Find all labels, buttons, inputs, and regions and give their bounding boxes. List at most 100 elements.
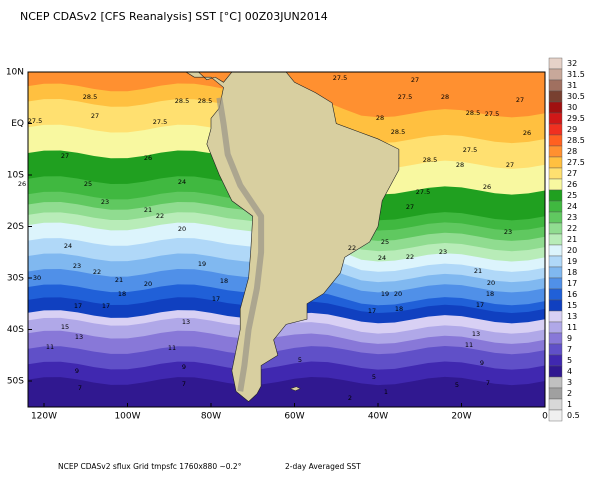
axes: 10N EQ 10S 20S 30S 40S 50S 120W 100W 80W 60W 40W 20W… — [6, 68, 548, 422]
colorbar-label: 26 — [567, 180, 577, 189]
colorbar-swatch — [548, 178, 563, 191]
contour-label: 23 — [73, 262, 81, 270]
colorbar-label: 7 — [567, 345, 572, 354]
colorbar-label: 11 — [567, 323, 577, 332]
colorbar-swatch — [548, 123, 563, 136]
map-frame — [27, 71, 546, 408]
colorbar-swatch — [548, 255, 563, 268]
colorbar-swatch — [548, 398, 563, 411]
contour-label: 25 — [381, 238, 389, 246]
colorbar-label: 16 — [567, 290, 577, 299]
colorbar-label: 18 — [567, 268, 577, 277]
contour-label: 21 — [474, 267, 482, 275]
contour-label: 18 — [486, 290, 494, 298]
contour-label: 28 — [376, 114, 384, 122]
contour-label: 28.5 — [391, 128, 405, 136]
contour-label: 27 — [91, 112, 99, 120]
colorbar-swatch — [548, 79, 563, 92]
contour-label: 22 — [93, 268, 101, 276]
contour-label: 11 — [465, 341, 473, 349]
contour-label: 13 — [182, 318, 190, 326]
colorbar-swatch — [548, 189, 563, 202]
colorbar-swatch — [548, 233, 563, 246]
colorbar-swatch — [548, 266, 563, 279]
contour-label: 27.5 — [485, 110, 499, 118]
contour-label: 9 — [75, 367, 79, 375]
colorbar-label: 23 — [567, 213, 577, 222]
contour-label: 9 — [182, 363, 186, 371]
colorbar-swatch — [548, 57, 563, 70]
colorbar-label: 21 — [567, 235, 577, 244]
contour-label: 27 — [506, 161, 514, 169]
colorbar-swatch — [548, 332, 563, 345]
colorbar-swatch — [548, 288, 563, 301]
contour-label: 9 — [480, 359, 484, 367]
contour-label: 20 — [178, 225, 186, 233]
contour-label: 23 — [439, 248, 447, 256]
lat-label: 30S — [7, 274, 24, 284]
map-title: NCEP CDASv2 [CFS Reanalysis] SST [°C] 00… — [20, 10, 328, 23]
colorbar-swatch — [548, 354, 563, 367]
andes — [216, 97, 265, 392]
colorbar-label: 32 — [567, 59, 577, 68]
contour-label: 24 — [378, 254, 386, 262]
colorbar-label: 24 — [567, 202, 577, 211]
contour-label: 27 — [406, 203, 414, 211]
contour-label: 22 — [348, 244, 356, 252]
contour-label: 2 — [348, 394, 352, 402]
colorbar-label: 27 — [567, 169, 577, 178]
colorbar-swatch — [548, 343, 563, 356]
colorbar-label: 20 — [567, 246, 577, 255]
contour-label: 28 — [441, 93, 449, 101]
colorbar-label: 29 — [567, 125, 577, 134]
contour-label: 20 — [394, 290, 402, 298]
colorbar-label: 31 — [567, 81, 577, 90]
colorbar: 3231.53130.53029.52928.52827.52726252423… — [548, 57, 585, 422]
colorbar-swatch — [548, 112, 563, 125]
contour-label: 18 — [118, 290, 126, 298]
contour-label: 20 — [144, 280, 152, 288]
contour-label: 24 — [64, 242, 72, 250]
colorbar-swatch — [548, 244, 563, 257]
lon-label: 40W — [368, 412, 388, 422]
colorbar-swatch — [548, 310, 563, 323]
colorbar-label: 25 — [567, 191, 577, 200]
colorbar-label: 9 — [567, 334, 572, 343]
falklands — [289, 386, 301, 391]
colorbar-swatch — [548, 299, 563, 312]
contour-label: 30 — [33, 274, 41, 282]
contour-label: 7 — [182, 380, 186, 388]
lon-label: 20W — [451, 412, 471, 422]
contour-label: 11 — [168, 344, 176, 352]
colorbar-swatch — [548, 200, 563, 213]
colorbar-label: 27.5 — [567, 158, 585, 167]
lon-label: 60W — [284, 412, 304, 422]
colorbar-label: 13 — [567, 312, 577, 321]
contour-label: 27.5 — [333, 74, 347, 82]
contour-label: 28 — [456, 161, 464, 169]
colorbar-label: 31.5 — [567, 70, 585, 79]
colorbar-label: 4 — [567, 367, 572, 376]
lat-label: 10N — [6, 68, 24, 78]
lat-label: 40S — [7, 325, 24, 335]
contour-label: 13 — [472, 330, 480, 338]
contour-label: 26 — [483, 183, 491, 191]
colorbar-label: 30 — [567, 103, 577, 112]
colorbar-swatch — [548, 222, 563, 235]
colorbar-swatch — [548, 365, 563, 378]
contour-label: 26 — [18, 180, 26, 188]
colorbar-label: 29.5 — [567, 114, 585, 123]
contour-label: 27 — [61, 152, 69, 160]
contour-label: 1 — [384, 388, 388, 396]
contour-label: 11 — [46, 343, 54, 351]
colorbar-swatch — [548, 167, 563, 180]
contour-label: 22 — [156, 212, 164, 220]
footer-source: NCEP CDASv2 sflux Grid tmpsfc 1760x880 ~… — [58, 462, 242, 471]
contour-label: 17 — [102, 302, 110, 310]
lon-label: 100W — [114, 412, 140, 422]
colorbar-label: 1 — [567, 400, 572, 409]
contour-label: 17 — [74, 302, 82, 310]
colorbar-swatch — [548, 68, 563, 81]
